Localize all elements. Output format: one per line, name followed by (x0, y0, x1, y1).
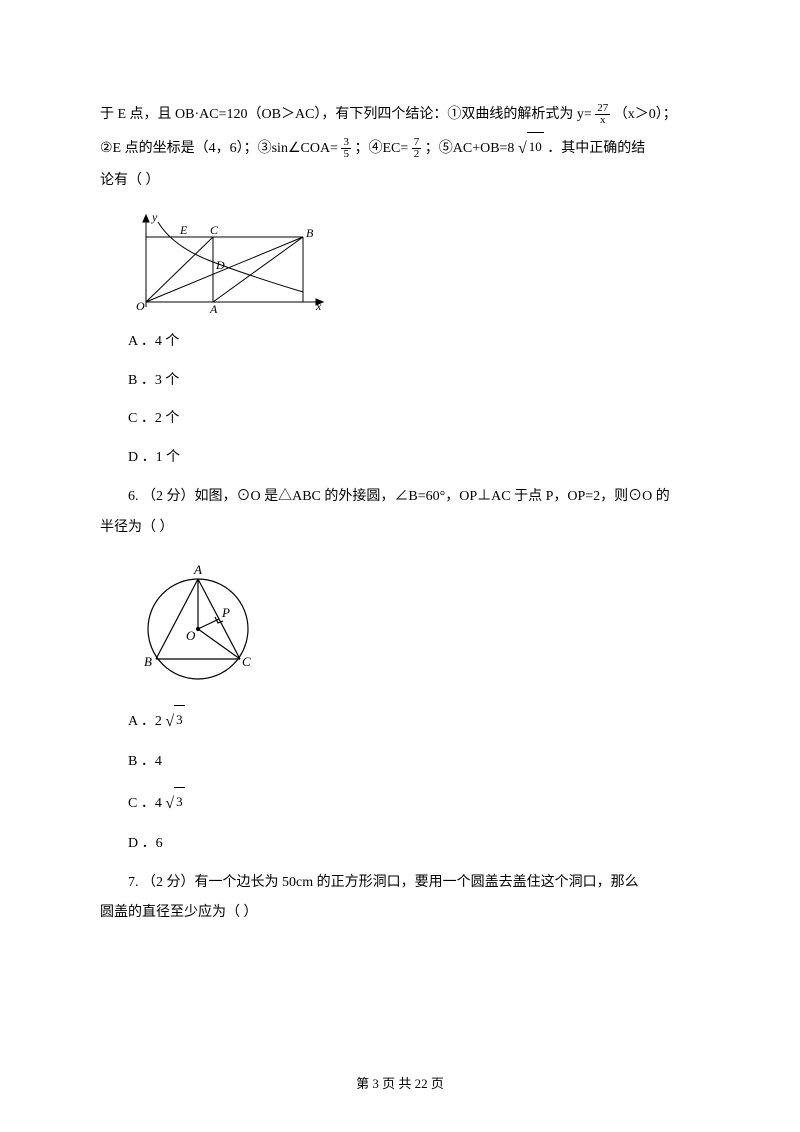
page-footer: 第 3 页 共 22 页 (0, 1073, 800, 1092)
q5-figure: y O E C B D A x (128, 207, 700, 317)
q7-stem-line1: 7. （2 分）有一个边长为 50cm 的正方形洞口，要用一个圆盖去盖住这个洞口… (100, 868, 700, 899)
svg-text:E: E (179, 223, 188, 237)
frac-3-5: 35 (341, 137, 351, 160)
q6-svg: A B C O P (128, 554, 268, 694)
q5-text-2a: ②E 点的坐标是（4，6）；③sin∠COA= (100, 141, 341, 156)
q5-text-2d: ．其中正确的结 (547, 141, 645, 156)
sqrt-3-a: 3 (165, 704, 184, 739)
sqrt-10: 10 (518, 131, 544, 166)
svg-text:C: C (242, 654, 251, 669)
svg-text:O: O (186, 628, 196, 643)
q5-option-c: C ．2 个 (128, 404, 700, 435)
q6-stem-line1: 6. （2 分）如图，⊙O 是△ABC 的外接圆，∠B=60°，OP⊥AC 于点… (100, 482, 700, 513)
q5-text-2b: ；④EC= (354, 141, 411, 156)
q6-a-pre: A ．2 (128, 713, 162, 728)
frac-27-x: 27x (595, 103, 610, 126)
q6-option-c: C ．4 3 (128, 786, 700, 821)
q7-stem-line2: 圆盖的直径至少应为（ ） (100, 898, 700, 929)
svg-text:A: A (209, 302, 218, 316)
sqrt-3-c: 3 (165, 786, 184, 821)
q5-option-a: A ．4 个 (128, 327, 700, 358)
q6-option-d: D ．6 (128, 829, 700, 860)
svg-text:A: A (193, 562, 202, 577)
q6-option-a: A ．2 3 (128, 704, 700, 739)
q5-option-b: B ．3 个 (128, 366, 700, 397)
q5-svg: y O E C B D A x (128, 207, 328, 317)
q5-stem-line3: 论有（ ） (100, 166, 700, 197)
frac-7-2: 72 (412, 137, 422, 160)
q5-option-d: D ．1 个 (128, 443, 700, 474)
q6-option-b: B ．4 (128, 747, 700, 778)
q5-stem-line1: 于 E 点，且 OB·AC=120（OB＞AC），有下列四个结论：①双曲线的解析… (100, 100, 700, 131)
svg-text:B: B (144, 654, 152, 669)
svg-text:B: B (306, 226, 314, 240)
page-content: 于 E 点，且 OB·AC=120（OB＞AC），有下列四个结论：①双曲线的解析… (0, 0, 800, 969)
svg-text:x: x (315, 299, 322, 313)
svg-text:O: O (136, 299, 145, 313)
q5-stem-line2: ②E 点的坐标是（4，6）；③sin∠COA= 35 ；④EC= 72 ；⑤AC… (100, 131, 700, 166)
svg-text:P: P (221, 605, 230, 620)
svg-text:C: C (210, 223, 219, 237)
q5-text-1b: （x＞0）； (614, 107, 677, 122)
svg-text:D: D (215, 258, 225, 272)
q6-c-pre: C ．4 (128, 795, 162, 810)
q6-figure: A B C O P (128, 554, 700, 694)
svg-text:y: y (151, 210, 158, 224)
q5-text-1: 于 E 点，且 OB·AC=120（OB＞AC），有下列四个结论：①双曲线的解析… (100, 107, 592, 122)
q6-stem-line2: 半径为（ ） (100, 513, 700, 544)
q5-text-2c: ；⑤AC+OB=8 (425, 141, 515, 156)
